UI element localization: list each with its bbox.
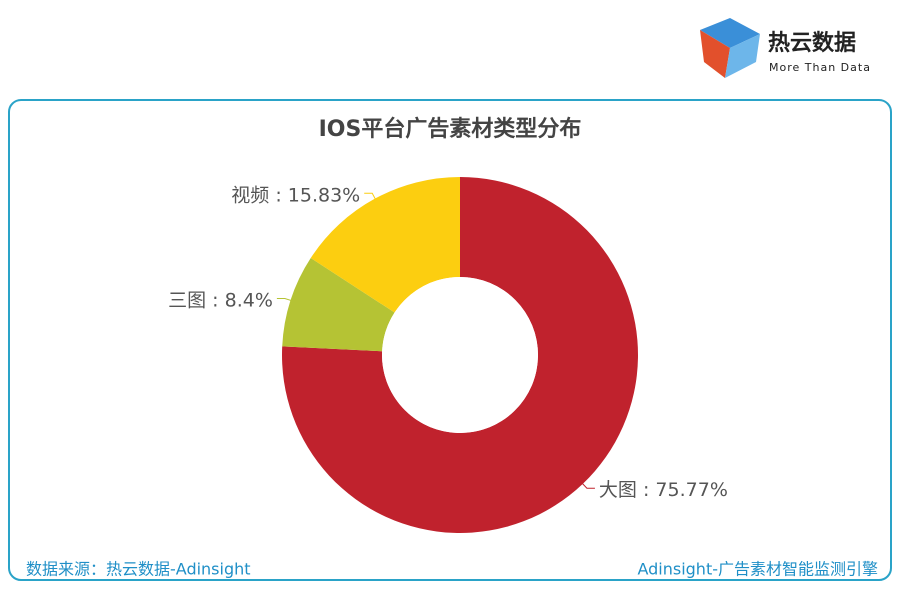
brand-name: 热云数据 [768, 30, 856, 56]
data-label: 视频 : 15.83% [231, 184, 360, 206]
frame [8, 99, 892, 581]
leader-line [364, 192, 378, 203]
logo-shape [725, 34, 760, 78]
logo [700, 18, 760, 78]
donut-slice [282, 177, 638, 533]
data-label: 大图 : 75.77% [599, 479, 728, 501]
category-label: 视频 [231, 184, 269, 206]
label-separator: : [269, 184, 287, 206]
chart-title: IOS平台广告素材类型分布 [319, 116, 582, 142]
donut-slice [282, 258, 395, 352]
value-label: 8.4% [225, 289, 273, 311]
leader-line [579, 480, 595, 489]
footer-source: 数据来源：热云数据-Adinsight [26, 560, 251, 579]
plot: 大图 : 75.77% 三图 : 8.4% 视频 : 15.83% [168, 177, 728, 533]
logo-shape [700, 30, 730, 78]
donut-hole [382, 277, 538, 433]
value-label: 75.77% [655, 479, 727, 501]
leader-line [276, 297, 295, 303]
donut-slice [310, 177, 460, 313]
category-label: 三图 [168, 289, 206, 311]
footer-product: Adinsight-广告素材智能监测引擎 [637, 560, 878, 579]
category-label: 大图 [599, 479, 637, 501]
brand-tagline: More Than Data [769, 61, 871, 74]
data-label: 三图 : 8.4% [168, 289, 273, 311]
logo-shape [700, 18, 760, 48]
label-separator: : [637, 479, 655, 501]
label-separator: : [206, 289, 224, 311]
value-label: 15.83% [288, 184, 360, 206]
